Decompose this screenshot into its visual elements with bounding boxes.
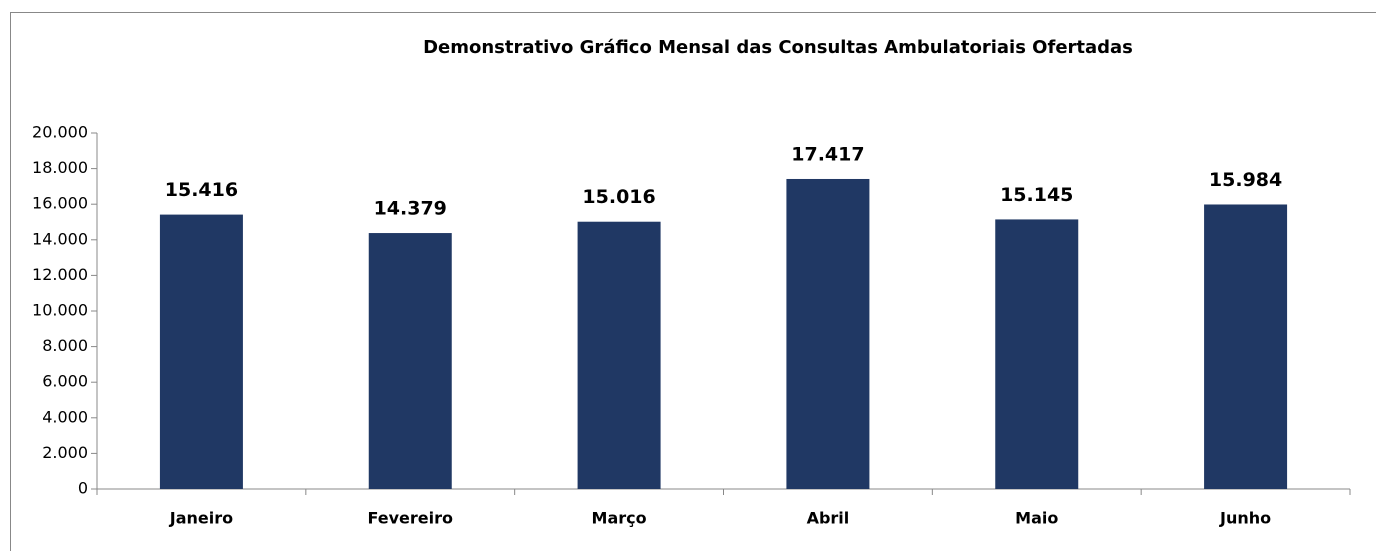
x-tick-label: Fevereiro: [367, 509, 453, 528]
x-tick-label: Março: [592, 509, 647, 528]
y-tick-label: 12.000: [32, 265, 88, 284]
y-tick-label: 4.000: [42, 407, 88, 426]
y-tick-label: 10.000: [32, 301, 88, 320]
value-label: 17.417: [791, 143, 864, 165]
y-tick-label: 8.000: [42, 336, 88, 355]
y-tick-label: 16.000: [32, 194, 88, 213]
chart-title: Demonstrativo Gráfico Mensal das Consult…: [423, 37, 1133, 58]
x-tick-label: Maio: [1015, 509, 1058, 528]
bar: [368, 233, 452, 489]
y-tick-label: 14.000: [32, 229, 88, 248]
value-label: 15.016: [582, 186, 655, 208]
bar: [995, 219, 1079, 489]
bar: [1204, 204, 1288, 489]
y-tick-label: 20.000: [32, 123, 88, 142]
y-tick-label: 2.000: [42, 443, 88, 462]
x-tick-label: Junho: [1219, 509, 1271, 528]
x-tick-label: Abril: [807, 509, 850, 528]
x-tick-label: Janeiro: [169, 509, 233, 528]
bar: [786, 178, 870, 489]
value-label: 15.984: [1209, 169, 1282, 191]
value-label: 15.145: [1000, 184, 1073, 206]
y-tick-label: 18.000: [32, 158, 88, 177]
y-tick-label: 6.000: [42, 372, 88, 391]
bar: [159, 214, 243, 489]
bar: [577, 221, 661, 489]
y-tick-label: 0: [78, 479, 88, 498]
value-label: 15.416: [165, 179, 238, 201]
value-label: 14.379: [374, 198, 447, 220]
